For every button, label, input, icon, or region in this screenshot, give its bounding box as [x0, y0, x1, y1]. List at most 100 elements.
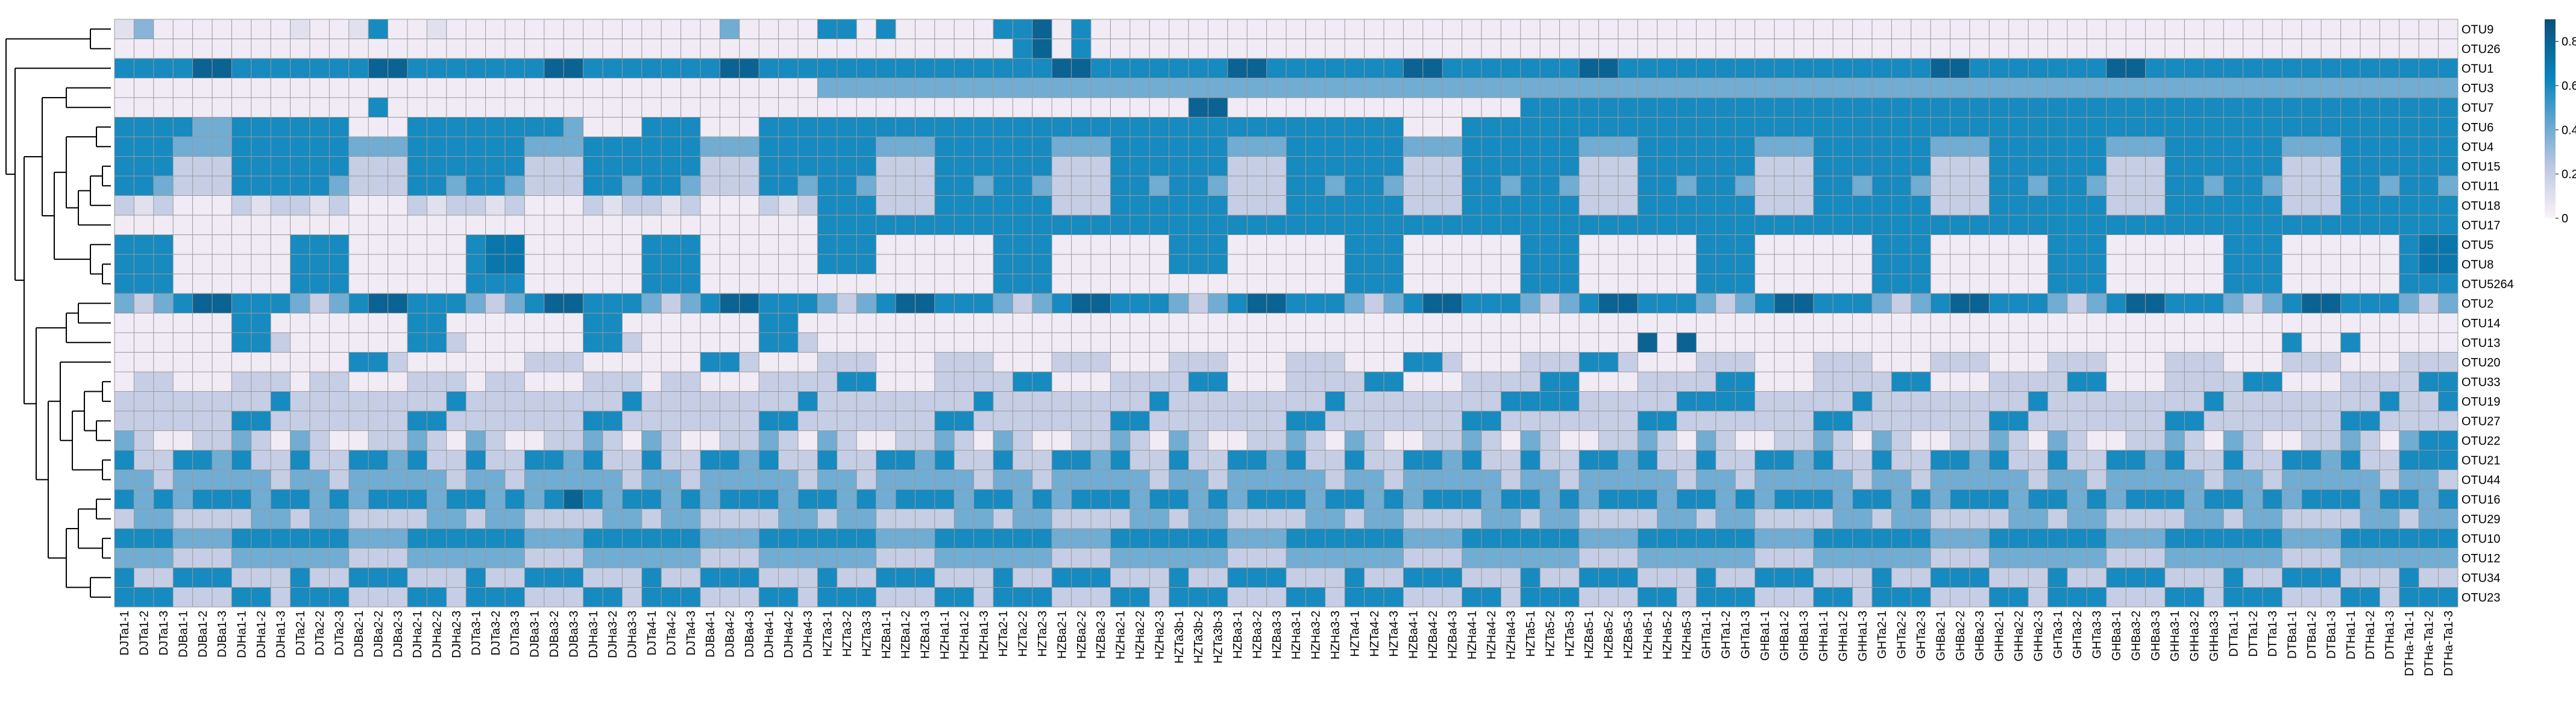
heatmap-cell [1833, 19, 1853, 39]
heatmap-cell [2321, 352, 2341, 373]
heatmap-cell [485, 372, 506, 392]
heatmap-cell [329, 509, 350, 529]
heatmap-cell [2106, 254, 2126, 274]
heatmap-cell [115, 489, 134, 509]
column-label: HZBa3-1 [1231, 611, 1245, 659]
heatmap-cell [505, 58, 525, 78]
heatmap-cell [2340, 529, 2361, 549]
heatmap-cell [1305, 450, 1326, 470]
heatmap-cell [1325, 274, 1345, 294]
heatmap-cell [1013, 274, 1033, 294]
heatmap-cell [1052, 333, 1072, 353]
heatmap-cell [290, 450, 310, 470]
heatmap-cell [1384, 509, 1404, 529]
heatmap-cell [564, 274, 583, 294]
heatmap-cell [1325, 19, 1345, 39]
heatmap-cell [622, 509, 642, 529]
heatmap-cell [1071, 98, 1092, 118]
heatmap-cell [973, 352, 994, 373]
heatmap-cell [407, 470, 427, 490]
heatmap-cell [407, 254, 427, 274]
heatmap-cell [993, 19, 1013, 39]
column-label: HZTa3b-3 [1212, 611, 1225, 664]
heatmap-cell [2360, 450, 2380, 470]
heatmap-cell [798, 509, 818, 529]
heatmap-cell [2223, 333, 2243, 353]
heatmap-cell [2028, 568, 2048, 588]
heatmap-cell [2028, 529, 2048, 549]
heatmap-cell [2321, 587, 2341, 608]
heatmap-cell [2087, 568, 2107, 588]
column-label: HZTa5-3 [1563, 611, 1577, 657]
heatmap-cell [1657, 156, 1677, 177]
heatmap-cell [1930, 509, 1950, 529]
heatmap-cell [876, 176, 896, 196]
heatmap-cell [192, 352, 213, 373]
heatmap-cell [934, 450, 955, 470]
heatmap-cell [1286, 58, 1306, 78]
heatmap-cell [1266, 430, 1287, 451]
heatmap-cell [368, 470, 388, 490]
heatmap-cell [2087, 313, 2107, 333]
heatmap-cell [153, 489, 174, 509]
heatmap-cell [544, 529, 564, 549]
heatmap-cell [1501, 156, 1521, 177]
heatmap-cell [329, 548, 350, 568]
heatmap-cell [1384, 430, 1404, 451]
heatmap-cell [1325, 470, 1345, 490]
heatmap-cell [1266, 372, 1287, 392]
heatmap-cell [700, 254, 720, 274]
heatmap-cell [1169, 430, 1189, 451]
heatmap-cell [485, 352, 506, 373]
column-label: DJBa2-2 [372, 611, 385, 658]
heatmap-cell [115, 137, 134, 157]
heatmap-cell [1032, 489, 1052, 509]
heatmap-cell [2106, 411, 2126, 431]
heatmap-cell [2301, 450, 2322, 470]
heatmap-cell [1872, 254, 1892, 274]
heatmap-cell [329, 568, 350, 588]
heatmap-cell [661, 254, 681, 274]
heatmap-cell [1774, 568, 1794, 588]
heatmap-cell [1481, 568, 1501, 588]
heatmap-cell [1950, 176, 1970, 196]
heatmap-cell [1735, 156, 1755, 177]
heatmap-cell [2087, 450, 2107, 470]
heatmap-cell [2028, 195, 2048, 216]
heatmap-cell [1305, 156, 1326, 177]
heatmap-cell [1227, 98, 1248, 118]
heatmap-cell [1559, 234, 1580, 255]
heatmap-cell [388, 19, 408, 39]
heatmap-cell [700, 352, 720, 373]
heatmap-cell [564, 98, 583, 118]
heatmap-cell [1032, 430, 1052, 451]
heatmap-cell [720, 470, 740, 490]
column-label: HZBa5-2 [1603, 611, 1616, 659]
heatmap-cell [954, 509, 974, 529]
heatmap-cell [485, 137, 506, 157]
heatmap-cell [798, 352, 818, 373]
heatmap-cell [134, 98, 154, 118]
heatmap-cell [485, 58, 506, 78]
heatmap-cell [2263, 489, 2282, 509]
heatmap-cell [564, 313, 583, 333]
heatmap-cell [348, 568, 369, 588]
heatmap-cell [348, 333, 369, 353]
heatmap-cell [1286, 470, 1306, 490]
heatmap-cell [1169, 509, 1189, 529]
heatmap-cell [2438, 391, 2458, 412]
heatmap-cell [680, 450, 701, 470]
heatmap-cell [1129, 234, 1150, 255]
heatmap-cell [1110, 411, 1131, 431]
heatmap-cell [2165, 19, 2185, 39]
column-label: HZTa3-2 [841, 611, 854, 657]
heatmap-cell [1462, 58, 1482, 78]
heatmap-cell [583, 430, 603, 451]
heatmap-cell [1403, 509, 1424, 529]
heatmap-cell [2340, 352, 2361, 373]
heatmap-cell [1305, 137, 1326, 157]
heatmap-cell [1091, 313, 1111, 333]
heatmap-cell [466, 529, 486, 549]
heatmap-cell [934, 548, 955, 568]
heatmap-cell [564, 39, 583, 59]
